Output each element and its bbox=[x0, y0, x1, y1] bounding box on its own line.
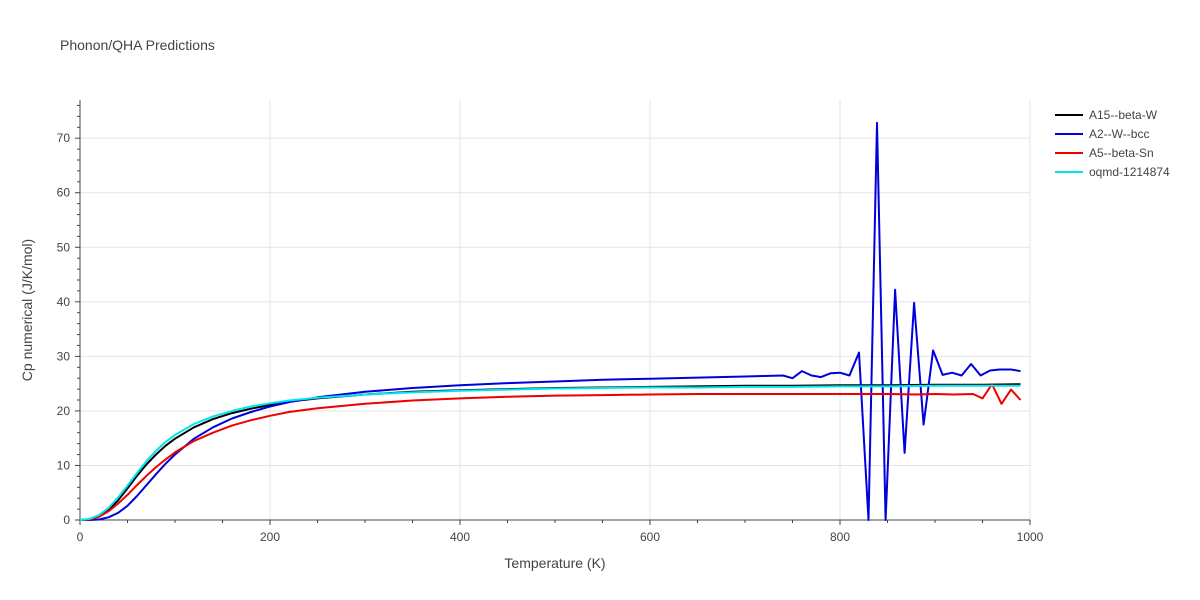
legend-label: oqmd-1214874 bbox=[1089, 165, 1170, 179]
x-tick-label: 800 bbox=[830, 530, 850, 544]
y-tick-label: 30 bbox=[57, 349, 71, 363]
x-axis-title: Temperature (K) bbox=[504, 555, 605, 571]
legend-item[interactable]: A15--beta-W bbox=[1055, 108, 1158, 122]
y-tick-label: 50 bbox=[57, 240, 71, 254]
chart-title: Phonon/QHA Predictions bbox=[60, 37, 215, 53]
y-tick-label: 70 bbox=[57, 131, 71, 145]
axes: 0 200 400 600 800 1000 0 10 20 30 40 50 60 70 bbox=[57, 100, 1044, 544]
series-line-A15--beta-W bbox=[79, 383, 1021, 521]
series-line-oqmd-1214874 bbox=[79, 384, 1021, 521]
x-tick-label: 600 bbox=[640, 530, 660, 544]
y-tick-label: 40 bbox=[57, 295, 71, 309]
y-tick-label: 0 bbox=[63, 513, 70, 527]
legend-item[interactable]: oqmd-1214874 bbox=[1055, 165, 1170, 179]
x-tick-label: 400 bbox=[450, 530, 470, 544]
series-layer bbox=[79, 121, 1022, 521]
y-tick-label: 60 bbox=[57, 186, 71, 200]
x-tick-label: 200 bbox=[260, 530, 280, 544]
legend-label: A15--beta-W bbox=[1089, 108, 1158, 122]
legend[interactable]: A15--beta-W A2--W--bcc A5--beta-Sn oqmd-121… bbox=[1055, 108, 1170, 179]
legend-label: A5--beta-Sn bbox=[1089, 146, 1154, 160]
legend-item[interactable]: A2--W--bcc bbox=[1055, 127, 1149, 141]
y-tick-label: 10 bbox=[57, 458, 71, 472]
legend-item[interactable]: A5--beta-Sn bbox=[1055, 146, 1154, 160]
y-tick-label: 20 bbox=[57, 404, 71, 418]
x-tick-label: 1000 bbox=[1017, 530, 1044, 544]
x-tick-label: 0 bbox=[77, 530, 84, 544]
legend-label: A2--W--bcc bbox=[1089, 127, 1149, 141]
series-line-A2--W--bcc bbox=[80, 121, 1021, 521]
y-axis-title: Cp numerical (J/K/mol) bbox=[19, 239, 35, 381]
series-line-A5--beta-Sn bbox=[79, 383, 1022, 521]
